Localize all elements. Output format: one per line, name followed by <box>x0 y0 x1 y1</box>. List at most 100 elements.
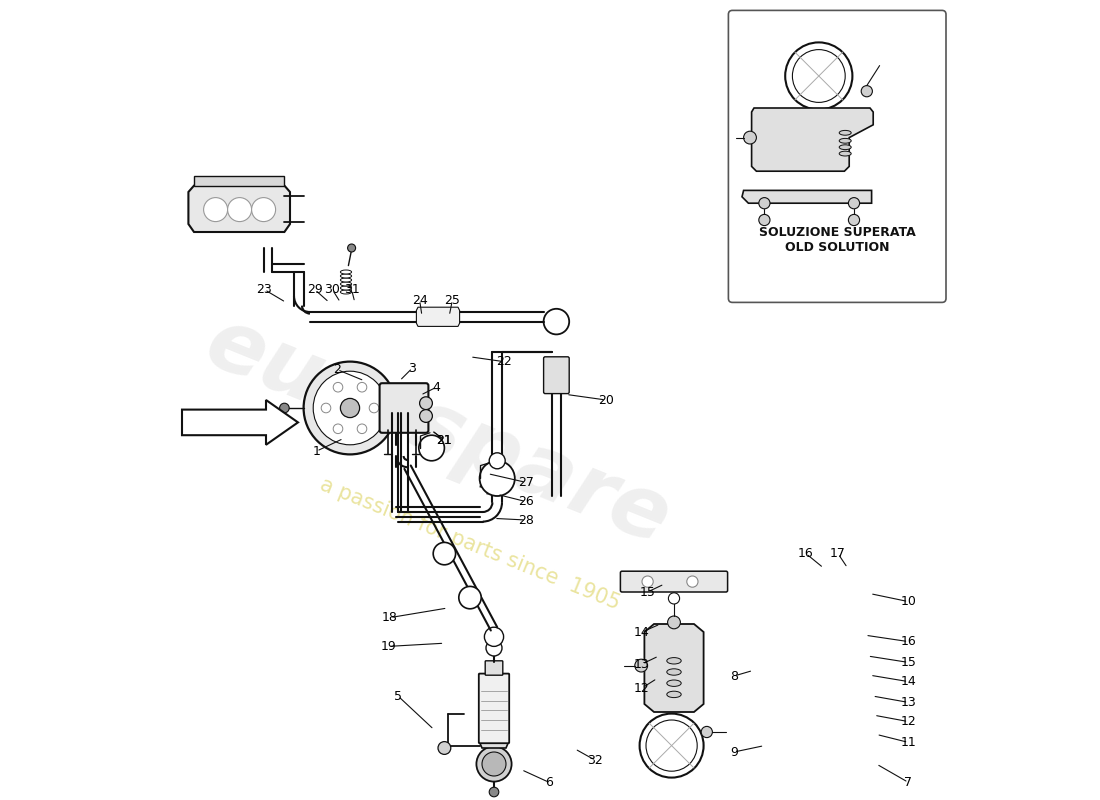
Text: 11: 11 <box>901 736 916 749</box>
Text: 19: 19 <box>381 640 396 653</box>
Circle shape <box>438 742 451 754</box>
Polygon shape <box>751 108 873 171</box>
Circle shape <box>333 424 343 434</box>
Circle shape <box>668 616 681 629</box>
Text: 7: 7 <box>904 776 912 789</box>
Ellipse shape <box>340 274 352 278</box>
Circle shape <box>785 42 852 110</box>
Circle shape <box>639 714 704 778</box>
Circle shape <box>482 752 506 776</box>
Ellipse shape <box>667 658 681 664</box>
Ellipse shape <box>340 270 352 274</box>
Text: 3: 3 <box>408 362 416 374</box>
Circle shape <box>642 576 653 587</box>
Polygon shape <box>182 400 298 445</box>
Text: 5: 5 <box>394 690 402 702</box>
Text: 13: 13 <box>901 696 916 709</box>
Circle shape <box>486 640 502 656</box>
Text: 12: 12 <box>634 682 650 694</box>
Text: 14: 14 <box>901 675 916 688</box>
Text: 15: 15 <box>901 656 916 669</box>
Circle shape <box>433 542 455 565</box>
Ellipse shape <box>667 669 681 675</box>
Circle shape <box>348 244 355 252</box>
Ellipse shape <box>340 286 352 290</box>
Polygon shape <box>188 186 290 232</box>
Ellipse shape <box>839 130 851 135</box>
Polygon shape <box>645 624 704 712</box>
Text: 1: 1 <box>312 445 320 458</box>
Ellipse shape <box>839 145 851 150</box>
Circle shape <box>744 131 757 144</box>
Circle shape <box>419 397 432 410</box>
Ellipse shape <box>340 278 352 282</box>
Text: 30: 30 <box>324 283 340 296</box>
Text: 29: 29 <box>307 283 322 296</box>
Circle shape <box>340 398 360 418</box>
FancyBboxPatch shape <box>728 10 946 302</box>
Circle shape <box>358 382 366 392</box>
Circle shape <box>646 720 697 771</box>
Text: 4: 4 <box>432 381 440 394</box>
Text: 17: 17 <box>830 547 846 560</box>
Text: 23: 23 <box>256 283 273 296</box>
Circle shape <box>759 198 770 209</box>
Text: 28: 28 <box>518 514 534 526</box>
Text: 9: 9 <box>730 746 738 758</box>
Circle shape <box>669 593 680 604</box>
Text: 15: 15 <box>640 586 656 598</box>
Circle shape <box>480 461 515 496</box>
Ellipse shape <box>839 151 851 156</box>
Text: 22: 22 <box>496 355 512 368</box>
Text: 20: 20 <box>598 394 614 406</box>
Text: 13: 13 <box>634 658 650 670</box>
Text: 16: 16 <box>901 635 916 648</box>
Circle shape <box>252 198 276 222</box>
Text: SOLUZIONE SUPERATA
OLD SOLUTION: SOLUZIONE SUPERATA OLD SOLUTION <box>759 226 915 254</box>
Circle shape <box>419 410 432 422</box>
Polygon shape <box>742 190 871 203</box>
Polygon shape <box>480 742 508 748</box>
Circle shape <box>635 659 648 672</box>
FancyBboxPatch shape <box>379 383 428 433</box>
Text: 10: 10 <box>901 595 916 608</box>
Text: eurospare: eurospare <box>194 301 682 563</box>
Circle shape <box>304 362 396 454</box>
Ellipse shape <box>667 680 681 686</box>
Circle shape <box>792 50 845 102</box>
Circle shape <box>370 403 378 413</box>
Text: 32: 32 <box>587 754 603 766</box>
Circle shape <box>490 787 498 797</box>
Text: 27: 27 <box>518 476 534 489</box>
Circle shape <box>228 198 252 222</box>
Ellipse shape <box>839 138 851 143</box>
Circle shape <box>861 86 872 97</box>
Circle shape <box>759 214 770 226</box>
Circle shape <box>848 214 859 226</box>
Ellipse shape <box>340 282 352 286</box>
Text: 24: 24 <box>411 294 428 306</box>
Polygon shape <box>417 307 460 326</box>
Circle shape <box>279 403 289 413</box>
Circle shape <box>419 435 444 461</box>
FancyBboxPatch shape <box>478 674 509 743</box>
Circle shape <box>686 576 698 587</box>
Circle shape <box>358 424 366 434</box>
Circle shape <box>701 726 713 738</box>
Circle shape <box>204 198 228 222</box>
Circle shape <box>484 627 504 646</box>
Text: 14: 14 <box>634 626 650 638</box>
FancyBboxPatch shape <box>485 661 503 675</box>
Text: 2: 2 <box>333 363 341 376</box>
Text: 18: 18 <box>382 611 398 624</box>
Ellipse shape <box>667 691 681 698</box>
Text: 26: 26 <box>518 495 534 508</box>
Circle shape <box>333 382 343 392</box>
Text: 12: 12 <box>901 715 916 728</box>
Text: 25: 25 <box>444 294 460 306</box>
Text: 21: 21 <box>437 434 452 446</box>
Text: 6: 6 <box>546 776 553 789</box>
Circle shape <box>543 309 569 334</box>
Circle shape <box>314 371 387 445</box>
Circle shape <box>321 403 331 413</box>
